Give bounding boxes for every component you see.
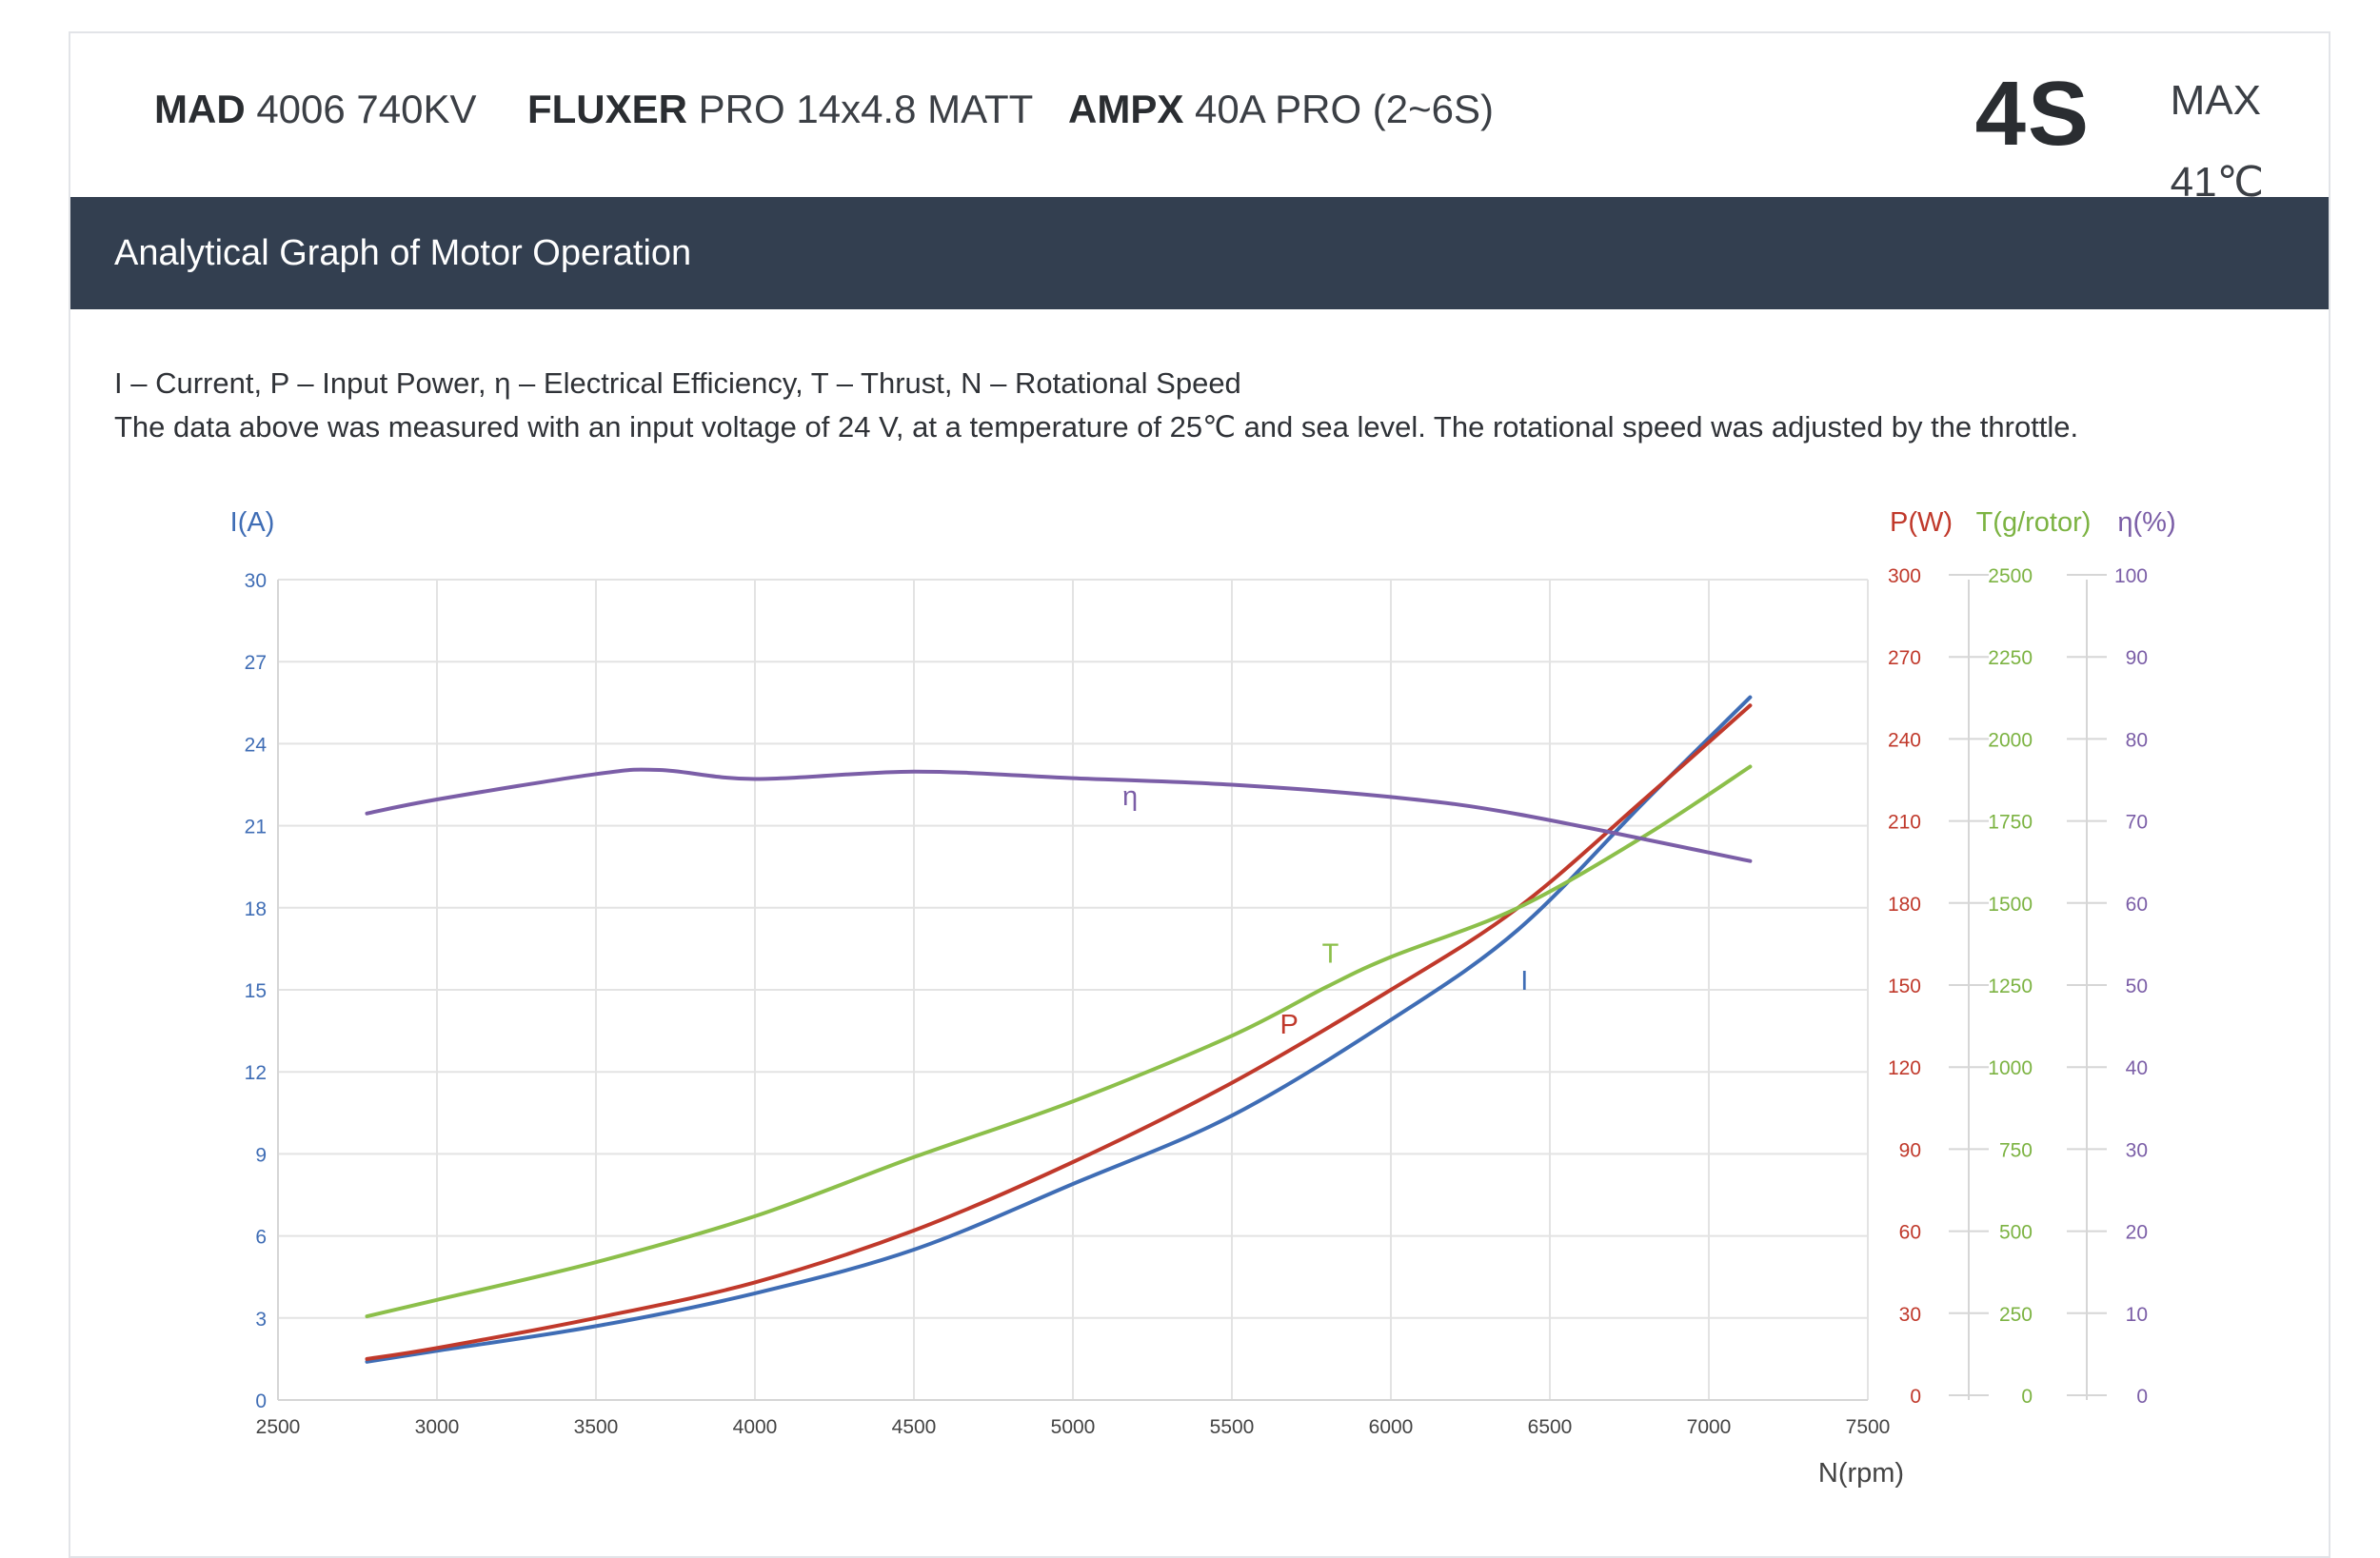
y-axis-title-T: T(g/rotor) xyxy=(1976,507,2092,538)
y-tick-label-P: 90 xyxy=(1899,1139,1921,1161)
x-tick-label: 4500 xyxy=(892,1416,937,1438)
y-tick-label-T: 1000 xyxy=(1988,1057,2033,1079)
y-tick-label-I: 24 xyxy=(245,734,268,756)
y-tick-label-T: 1250 xyxy=(1988,976,2033,997)
x-tick-label: 6500 xyxy=(1528,1416,1573,1438)
y-tick-label-I: 6 xyxy=(255,1227,267,1249)
y-tick-label-P: 300 xyxy=(1888,565,1921,587)
y-axis-title-I: I(A) xyxy=(230,507,275,538)
x-tick-label: 6000 xyxy=(1369,1416,1414,1438)
series-line-P xyxy=(365,703,1753,1361)
y-tick-label-P: 120 xyxy=(1888,1057,1921,1079)
section-title: Analytical Graph of Motor Operation xyxy=(114,233,692,273)
y-tick-label-I: 21 xyxy=(245,817,267,838)
esc-spec: AMPX 40A PRO (2~6S) xyxy=(1068,87,1494,132)
y-tick-label-T: 2000 xyxy=(1988,729,2033,751)
x-tick-label: 3000 xyxy=(415,1416,460,1438)
y-tick-label-I: 30 xyxy=(245,570,267,592)
x-tick-label: 5500 xyxy=(1210,1416,1255,1438)
y-tick-label-eta: 0 xyxy=(2136,1386,2148,1408)
y-tick-label-P: 30 xyxy=(1899,1304,1921,1326)
y-tick-label-eta: 100 xyxy=(2114,565,2148,587)
y-tick-label-I: 9 xyxy=(255,1144,267,1166)
y-tick-label-I: 27 xyxy=(245,652,267,674)
y-tick-label-eta: 30 xyxy=(2126,1139,2148,1161)
x-tick-label: 7000 xyxy=(1687,1416,1732,1438)
section-band: Analytical Graph of Motor Operation xyxy=(70,197,2329,309)
series-line-I xyxy=(365,695,1753,1364)
y-tick-label-T: 1750 xyxy=(1988,812,2033,834)
y-tick-label-T: 0 xyxy=(2021,1386,2033,1408)
y-tick-label-eta: 20 xyxy=(2126,1222,2148,1244)
y-tick-label-T: 2500 xyxy=(1988,565,2033,587)
y-tick-label-eta: 10 xyxy=(2126,1304,2148,1326)
notes-line-2: The data above was measured with an inpu… xyxy=(114,410,2079,444)
x-tick-label: 4000 xyxy=(733,1416,778,1438)
cell-count: 4S xyxy=(1974,63,2091,165)
y-tick-label-I: 3 xyxy=(255,1309,267,1331)
y-tick-label-P: 240 xyxy=(1888,729,1921,751)
y-tick-label-P: 180 xyxy=(1888,894,1921,916)
y-tick-label-P: 210 xyxy=(1888,812,1921,834)
chart-card: MAD 4006 740KV FLUXER PRO 14x4.8 MATT AM… xyxy=(69,31,2330,1558)
x-tick-label: 2500 xyxy=(256,1416,301,1438)
curve-label-P: P xyxy=(1279,1010,1298,1040)
y-tick-label-T: 250 xyxy=(1999,1304,2033,1326)
y-tick-label-eta: 40 xyxy=(2126,1057,2148,1079)
prop-model: PRO 14x4.8 MATT xyxy=(698,87,1034,131)
y-tick-label-eta: 80 xyxy=(2126,729,2148,751)
prop-brand: FLUXER xyxy=(527,87,687,131)
esc-brand: AMPX xyxy=(1068,87,1184,131)
y-tick-label-eta: 50 xyxy=(2126,976,2148,997)
motor-brand: MAD xyxy=(154,87,246,131)
x-tick-label: 7500 xyxy=(1846,1416,1891,1438)
y-tick-label-T: 750 xyxy=(1999,1139,2033,1161)
y-tick-label-T: 2250 xyxy=(1988,647,2033,669)
motor-model: 4006 740KV xyxy=(256,87,477,131)
y-tick-label-P: 270 xyxy=(1888,647,1921,669)
curve-label-eta: η xyxy=(1122,781,1138,812)
y-tick-label-P: 60 xyxy=(1899,1222,1921,1244)
y-axis-title-eta: η(%) xyxy=(2117,507,2175,538)
series-line-T xyxy=(365,764,1753,1319)
y-tick-label-P: 150 xyxy=(1888,976,1921,997)
y-axis-title-P: P(W) xyxy=(1890,507,1953,538)
x-tick-label: 3500 xyxy=(574,1416,619,1438)
max-label: MAX xyxy=(2170,77,2261,124)
y-tick-label-I: 12 xyxy=(245,1062,267,1084)
curve-label-T: T xyxy=(1322,938,1339,969)
prop-spec: FLUXER PRO 14x4.8 MATT xyxy=(527,87,1033,132)
y-tick-label-P: 0 xyxy=(1910,1386,1921,1408)
grid xyxy=(277,579,1869,1401)
series-line-eta xyxy=(365,767,1753,863)
y-tick-label-T: 1500 xyxy=(1988,894,2033,916)
notes-line-1: I – Current, P – Input Power, η – Electr… xyxy=(114,366,1241,400)
esc-model: 40A PRO (2~6S) xyxy=(1195,87,1495,131)
y-tick-label-eta: 70 xyxy=(2126,812,2148,834)
chart-notes: I – Current, P – Input Power, η – Electr… xyxy=(114,362,2078,449)
x-tick-label: 5000 xyxy=(1051,1416,1096,1438)
y-tick-label-T: 500 xyxy=(1999,1222,2033,1244)
x-axis-title: N(rpm) xyxy=(1818,1458,1904,1489)
y-tick-label-eta: 60 xyxy=(2126,894,2148,916)
y-tick-label-eta: 90 xyxy=(2126,647,2148,669)
curve-label-I: I xyxy=(1520,966,1528,996)
motor-spec: MAD 4006 740KV xyxy=(154,87,477,132)
y-tick-label-I: 15 xyxy=(245,980,267,1002)
y-tick-label-I: 18 xyxy=(245,898,267,920)
y-tick-label-I: 0 xyxy=(255,1390,267,1412)
spec-header: MAD 4006 740KV FLUXER PRO 14x4.8 MATT AM… xyxy=(70,33,2329,206)
